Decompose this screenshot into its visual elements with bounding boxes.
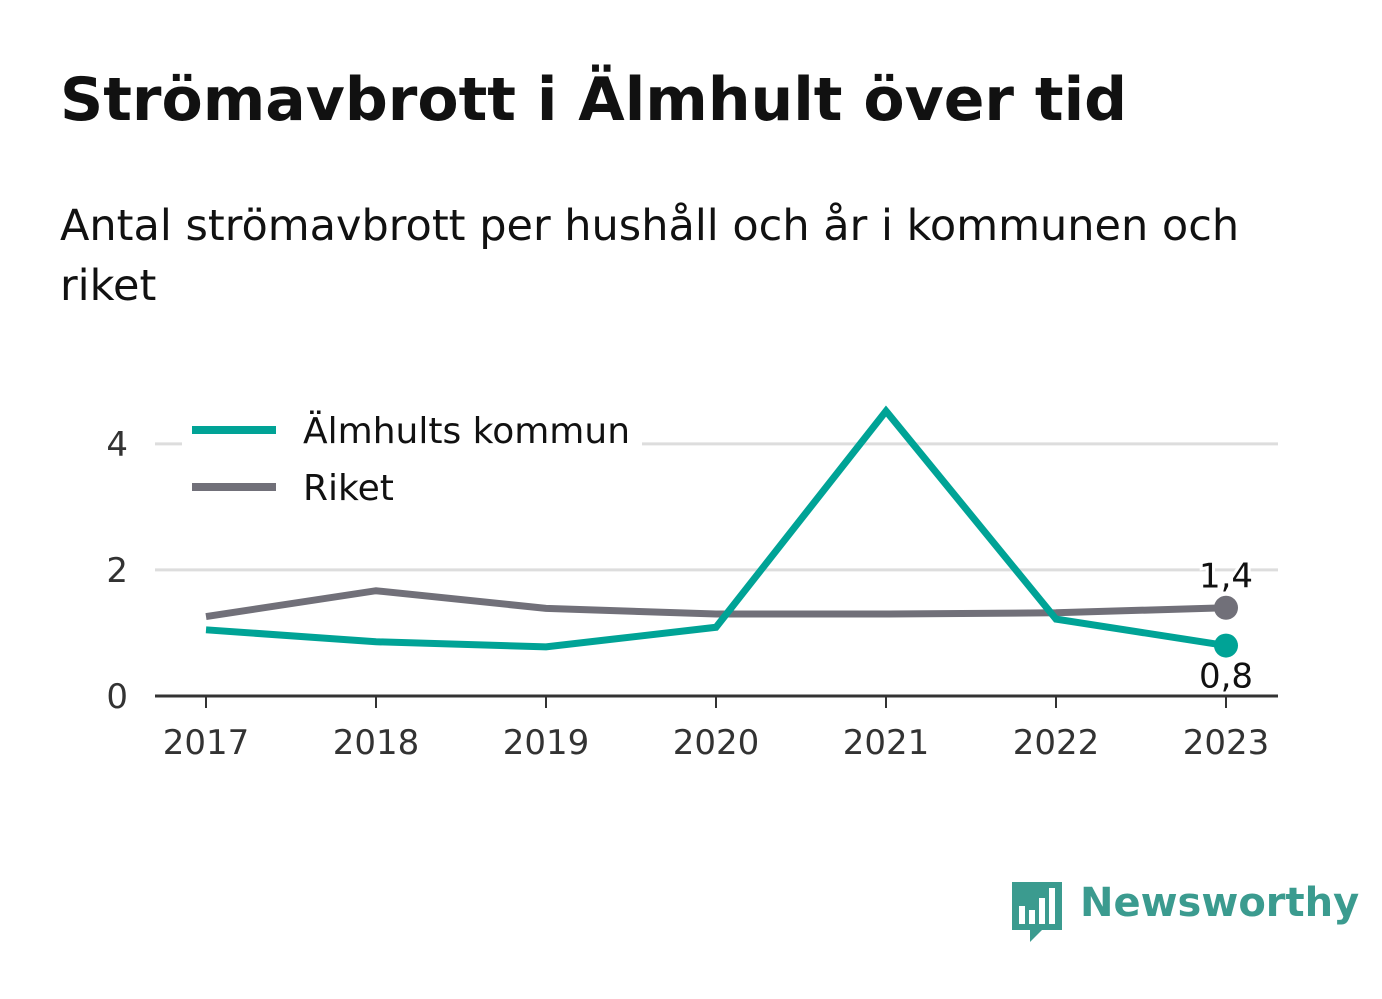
chart-title: Strömavbrott i Älmhult över tid: [60, 65, 1128, 135]
x-tick-label: 2020: [673, 723, 760, 763]
series-end-point: [1214, 633, 1238, 658]
series-end-point: [1214, 595, 1238, 620]
legend-label: Älmhults kommun: [303, 410, 630, 452]
series-line: [205, 587, 1227, 621]
x-tick-label: 2019: [503, 723, 590, 763]
bar-chart-speech-bubble-icon: [1012, 882, 1062, 942]
data-labels: 1,4 0,8: [1196, 554, 1256, 700]
series-lines: [205, 405, 1238, 658]
y-axis: 0 2 4: [106, 425, 128, 717]
x-tick-label: 2022: [1013, 723, 1100, 763]
data-label: 1,4: [1199, 557, 1253, 597]
series-line: [205, 405, 1227, 651]
legend-background: [182, 400, 642, 520]
y-tick-label: 4: [106, 425, 128, 465]
brand-name: Newsworthy: [1080, 880, 1360, 926]
x-tick-label: 2017: [163, 723, 250, 763]
y-tick-label: 0: [106, 677, 128, 717]
newsworthy-logo: Newsworthy: [1010, 876, 1359, 946]
data-label: 0,8: [1199, 657, 1253, 697]
legend: Älmhults kommun Riket: [182, 400, 642, 520]
x-tick-label: 2021: [843, 723, 930, 763]
x-tick-label: 2018: [333, 723, 420, 763]
x-tick-label: 2023: [1183, 723, 1270, 763]
x-axis: 2017 2018 2019 2020 2021 2022 2023: [155, 694, 1278, 763]
chart-subtitle: Antal strömavbrott per hushåll och år i …: [60, 201, 1240, 311]
y-tick-label: 2: [106, 551, 128, 591]
legend-label: Riket: [303, 468, 394, 509]
